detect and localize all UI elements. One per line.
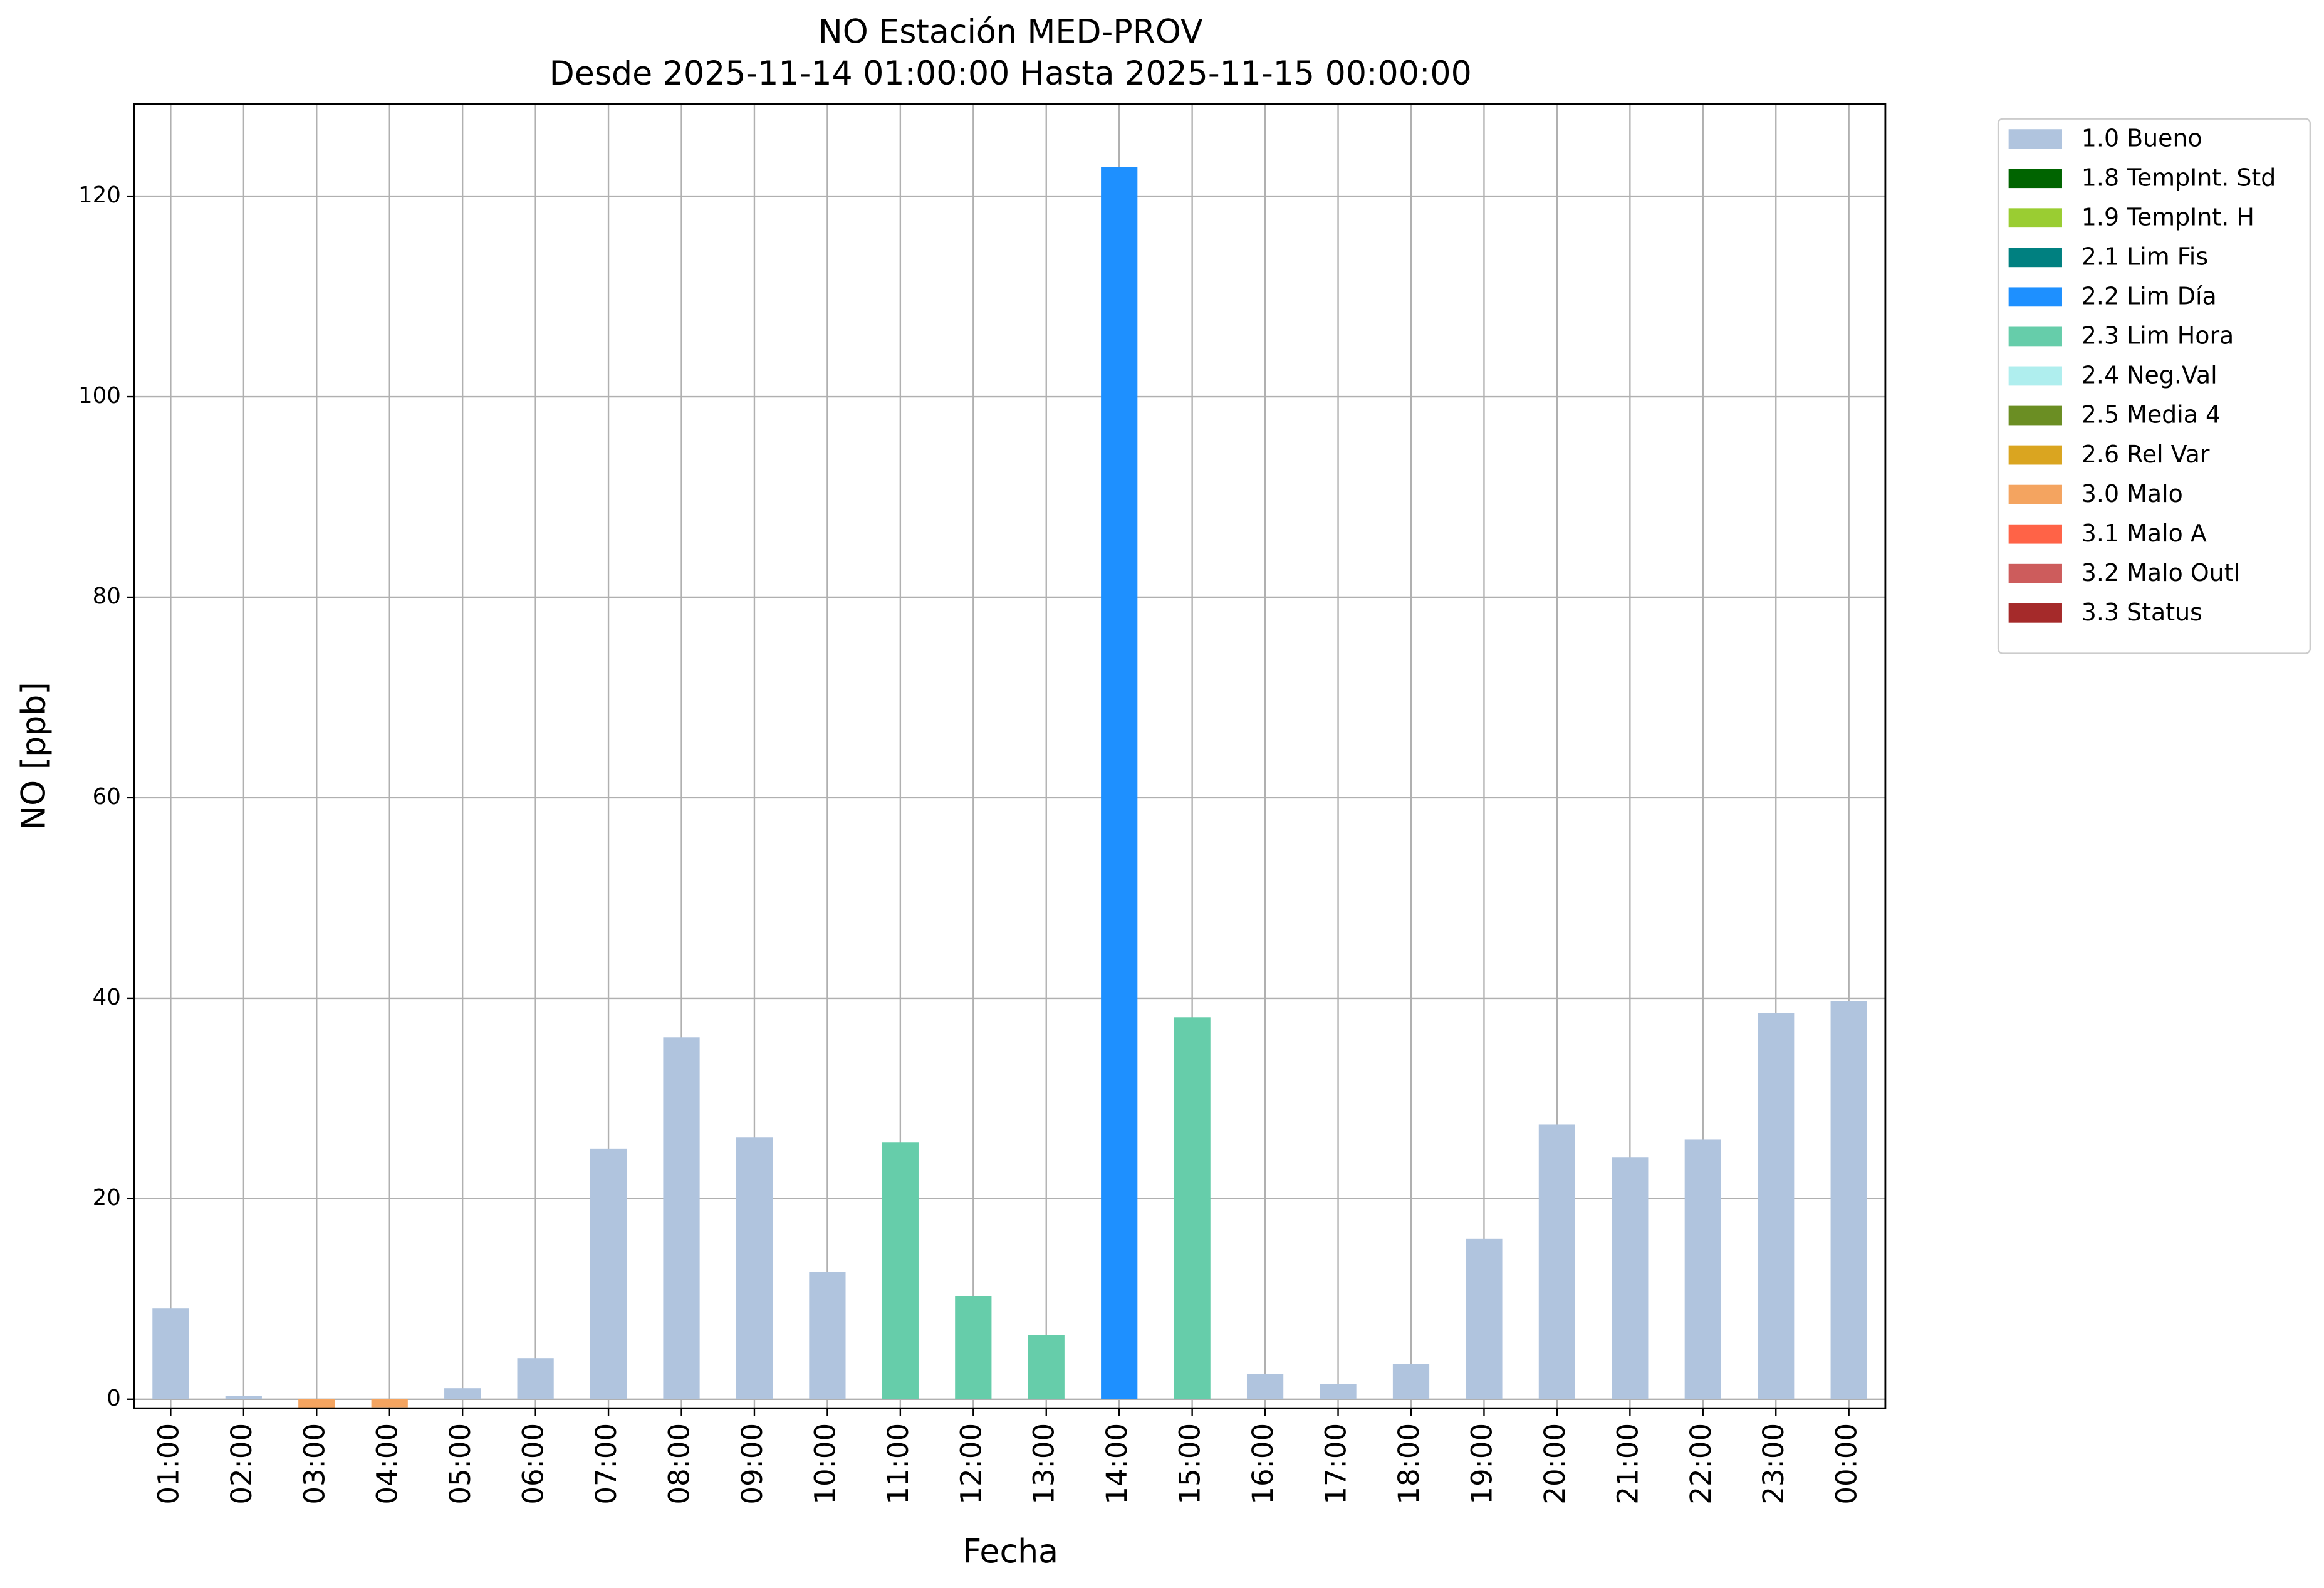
bar <box>809 1272 846 1399</box>
y-tick-label: 120 <box>78 182 121 208</box>
legend-label: 2.5 Media 4 <box>2082 401 2221 429</box>
legend-swatch <box>2008 129 2062 149</box>
legend-label: 1.8 TempInt. Std <box>2082 164 2276 191</box>
bar <box>590 1148 627 1399</box>
legend-swatch <box>2008 169 2062 189</box>
bar <box>1684 1139 1721 1399</box>
x-tick-label: 03:00 <box>298 1423 331 1505</box>
bar <box>1101 167 1138 1399</box>
x-tick-label: 01:00 <box>152 1423 185 1505</box>
bar <box>882 1142 919 1399</box>
bar <box>1758 1013 1795 1399</box>
x-tick-label: 00:00 <box>1830 1423 1863 1505</box>
x-tick-label: 06:00 <box>517 1423 550 1505</box>
bar <box>1612 1157 1649 1399</box>
y-tick-label: 60 <box>93 784 121 810</box>
legend-label: 2.2 Lim Día <box>2082 283 2217 310</box>
chart-title: NO Estación MED-PROV <box>818 14 1203 51</box>
x-tick-label: 10:00 <box>808 1423 842 1505</box>
bar <box>1246 1374 1284 1399</box>
y-tick-label: 40 <box>93 985 121 1010</box>
bar <box>663 1037 700 1399</box>
legend-label: 3.3 Status <box>2082 598 2202 626</box>
x-tick-label: 02:00 <box>225 1423 258 1505</box>
legend-swatch <box>2008 248 2062 268</box>
bar <box>517 1358 554 1399</box>
legend-swatch <box>2008 563 2062 583</box>
chart-subtitle: Desde 2025-11-14 01:00:00 Hasta 2025-11-… <box>550 55 1472 93</box>
legend-swatch <box>2008 326 2062 347</box>
bar <box>1392 1364 1430 1399</box>
x-tick-label: 09:00 <box>736 1423 769 1505</box>
legend-swatch <box>2008 287 2062 307</box>
legend-swatch <box>2008 524 2062 544</box>
x-tick-label: 21:00 <box>1611 1423 1644 1505</box>
y-tick-label: 20 <box>93 1185 121 1211</box>
legend-swatch <box>2008 445 2062 465</box>
x-tick-label: 11:00 <box>882 1423 915 1505</box>
x-tick-label: 17:00 <box>1320 1423 1353 1505</box>
legend-swatch <box>2008 405 2062 426</box>
x-tick-label: 05:00 <box>444 1423 477 1505</box>
legend-label: 3.0 Malo <box>2082 480 2183 508</box>
y-tick-label: 0 <box>107 1386 121 1411</box>
x-tick-label: 23:00 <box>1757 1423 1790 1505</box>
y-tick-label: 80 <box>93 583 121 609</box>
bar <box>1830 1001 1867 1399</box>
legend-swatch <box>2008 208 2062 228</box>
bar <box>225 1396 262 1399</box>
bar <box>298 1399 335 1409</box>
legend-label: 2.1 Lim Fis <box>2082 243 2208 270</box>
legend-swatch <box>2008 366 2062 386</box>
x-tick-label: 16:00 <box>1246 1423 1279 1505</box>
legend-label: 3.2 Malo Outl <box>2082 559 2240 587</box>
legend-label: 2.3 Lim Hora <box>2082 322 2234 350</box>
legend-swatch <box>2008 603 2062 623</box>
x-tick-label: 08:00 <box>663 1423 696 1505</box>
x-tick-label: 22:00 <box>1684 1423 1717 1505</box>
bar <box>1028 1335 1065 1399</box>
bar <box>1320 1384 1357 1399</box>
bar <box>1538 1124 1576 1399</box>
plot-frame <box>133 103 1887 1409</box>
y-axis-label: NO [ppb] <box>16 682 53 830</box>
x-tick-label: 20:00 <box>1538 1423 1571 1505</box>
bar <box>152 1308 189 1399</box>
x-tick-label: 12:00 <box>954 1423 987 1505</box>
legend-label: 3.1 Malo A <box>2082 520 2207 547</box>
x-tick-label: 13:00 <box>1028 1423 1061 1505</box>
legend-swatch <box>2008 484 2062 504</box>
legend-box <box>1997 118 2311 654</box>
bar <box>371 1399 408 1408</box>
x-tick-label: 19:00 <box>1465 1423 1498 1505</box>
bar <box>444 1388 481 1399</box>
legend-label: 2.4 Neg.Val <box>2082 362 2217 389</box>
y-tick-label: 100 <box>78 383 121 409</box>
x-tick-label: 18:00 <box>1392 1423 1425 1505</box>
x-tick-label: 14:00 <box>1100 1423 1133 1505</box>
x-tick-label: 04:00 <box>371 1423 404 1505</box>
x-tick-label: 07:00 <box>590 1423 623 1505</box>
legend-label: 2.6 Rel Var <box>2082 441 2210 468</box>
bar <box>1174 1017 1211 1399</box>
x-tick-label: 15:00 <box>1174 1423 1207 1505</box>
x-axis-label: Fecha <box>962 1533 1058 1570</box>
bar <box>955 1296 992 1399</box>
bar <box>1466 1238 1503 1399</box>
legend-label: 1.9 TempInt. H <box>2082 203 2254 231</box>
bar <box>736 1137 773 1399</box>
legend-label: 1.0 Bueno <box>2082 124 2202 152</box>
